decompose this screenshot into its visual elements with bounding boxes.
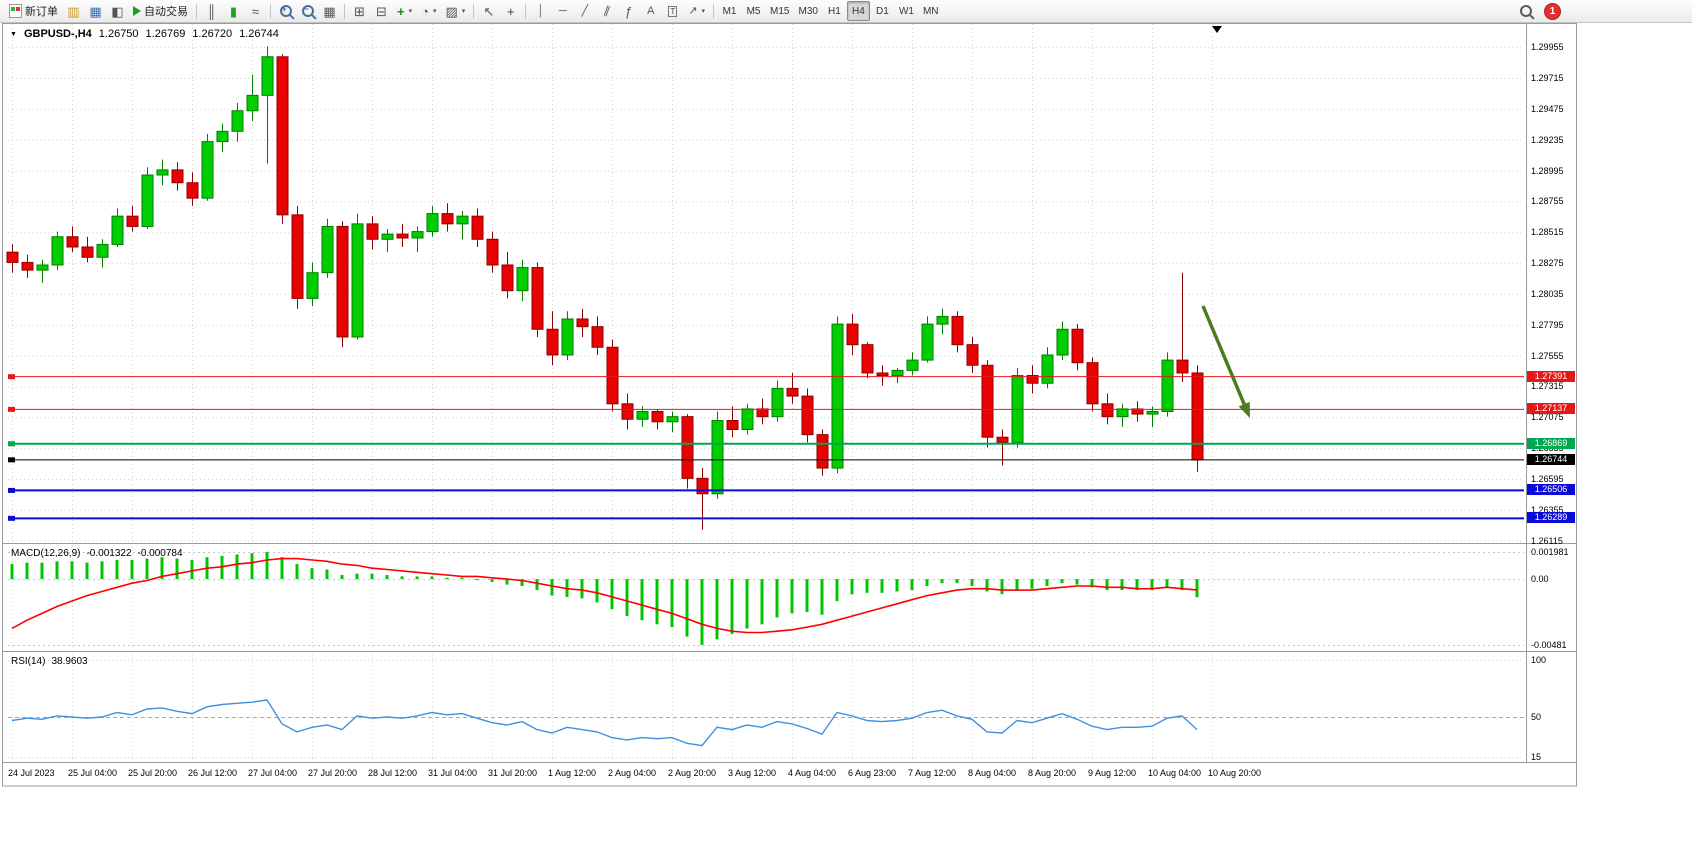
vertical-line-icon: │ — [537, 4, 545, 17]
text-tool-button[interactable]: A — [640, 1, 661, 21]
separator — [196, 3, 197, 19]
vertical-line-tool-button[interactable]: │ — [530, 1, 551, 21]
search-icon[interactable] — [1520, 5, 1532, 17]
separator — [713, 3, 715, 19]
bar-chart-button[interactable]: ║ — [201, 1, 222, 21]
market-watch-button[interactable]: ▦ — [85, 1, 106, 21]
market-depth-icon: ◧ — [111, 3, 124, 19]
cascade-windows-icon: ⊟ — [376, 3, 387, 19]
bar-chart-icon: ║ — [206, 3, 217, 19]
line-chart-icon: ≈ — [251, 3, 260, 19]
timeframe-h1[interactable]: H1 — [823, 1, 846, 21]
autotrading-play-icon — [133, 6, 141, 16]
timeframe-m1[interactable]: M1 — [718, 1, 741, 21]
cursor-tool-button[interactable]: ↖ — [478, 1, 499, 21]
crosshair-icon: + — [507, 3, 515, 19]
new-order-button[interactable]: 新订单 — [5, 1, 62, 21]
template-icon: ▨ — [445, 3, 458, 19]
tile-windows-icon: ▦ — [323, 3, 336, 19]
zoom-out-button[interactable] — [297, 1, 318, 21]
channel-icon: ∥ — [602, 3, 612, 18]
horizontal-line-icon: ─ — [558, 4, 567, 17]
timeframe-m5[interactable]: M5 — [742, 1, 765, 21]
chevron-down-icon: ▾ — [408, 8, 413, 15]
autotrading-button[interactable]: 自动交易 — [129, 1, 192, 21]
market-depth-button[interactable]: ◧ — [107, 1, 128, 21]
text-tool-icon: A — [647, 4, 655, 17]
separator — [270, 3, 271, 19]
chevron-down-icon: ▾ — [701, 8, 706, 15]
candlestick-chart-button[interactable]: ▮ — [223, 1, 244, 21]
market-watch-icon: ▦ — [89, 3, 102, 19]
periods-button[interactable]: ◔ ▾ — [417, 1, 440, 21]
indicators-button[interactable]: + ▾ — [393, 1, 416, 21]
timeframe-mn[interactable]: MN — [919, 1, 943, 21]
horizontal-line-tool-button[interactable]: ─ — [552, 1, 573, 21]
zoom-in-icon — [279, 4, 292, 17]
candlestick-chart-icon: ▮ — [229, 3, 238, 19]
timeframe-m15[interactable]: M15 — [766, 1, 793, 21]
add-indicator-icon: + — [397, 3, 405, 19]
chevron-down-icon: ▾ — [432, 8, 437, 15]
arrows-tool-button[interactable]: ↗ ▾ — [684, 1, 709, 21]
arrows-tool-icon: ↗ — [688, 4, 698, 17]
arrange-windows-button[interactable]: ⊞ — [349, 1, 370, 21]
label-tool-icon: T — [668, 5, 678, 17]
fibonacci-icon: ƒ — [625, 3, 633, 19]
label-tool-button[interactable]: T — [662, 1, 683, 21]
new-order-label: 新订单 — [25, 6, 58, 18]
autotrading-label: 自动交易 — [144, 6, 188, 18]
fibonacci-tool-button[interactable]: ƒ — [618, 1, 639, 21]
separator — [473, 3, 475, 19]
separator — [525, 3, 527, 19]
chevron-down-icon: ▾ — [461, 8, 466, 15]
timeframe-h4[interactable]: H4 — [846, 1, 870, 21]
timeframe-m30[interactable]: M30 — [794, 1, 821, 21]
charts-profile-icon: ▥ — [67, 3, 80, 19]
notification-badge[interactable]: 1 — [1544, 2, 1561, 20]
tile-windows-button[interactable]: ▦ — [319, 1, 340, 21]
zoom-out-icon — [301, 4, 314, 17]
line-chart-button[interactable]: ≈ — [245, 1, 266, 21]
cascade-windows-button[interactable]: ⊟ — [371, 1, 392, 21]
templates-button[interactable]: ▨ ▾ — [441, 1, 469, 21]
cursor-icon: ↖ — [483, 3, 495, 19]
clock-icon: ◔ — [421, 3, 429, 19]
toolbar: 新订单 ▥ ▦ ◧ 自动交易 ║ ▮ ≈ ▦ ⊞ ⊟ + ▾ ◔ ▾ ▨ ▾ — [0, 0, 1692, 23]
charts-profile-button[interactable]: ▥ — [63, 1, 84, 21]
toolbar-right-group: 1 — [1520, 2, 1561, 20]
zoom-in-button[interactable] — [275, 1, 296, 21]
separator — [344, 3, 345, 19]
timeframe-w1[interactable]: W1 — [895, 1, 918, 21]
timeframe-toolbar: M1 M5 M15 M30 H1 H4 D1 W1 MN — [718, 1, 942, 21]
timeframe-d1[interactable]: D1 — [871, 1, 894, 21]
new-order-icon — [9, 4, 22, 18]
crosshair-tool-button[interactable]: + — [500, 1, 521, 21]
channel-tool-button[interactable]: ∥ — [596, 1, 617, 21]
trendline-icon: ╱ — [581, 4, 589, 17]
arrange-windows-icon: ⊞ — [354, 3, 365, 19]
trendline-tool-button[interactable]: ╱ — [574, 1, 595, 21]
